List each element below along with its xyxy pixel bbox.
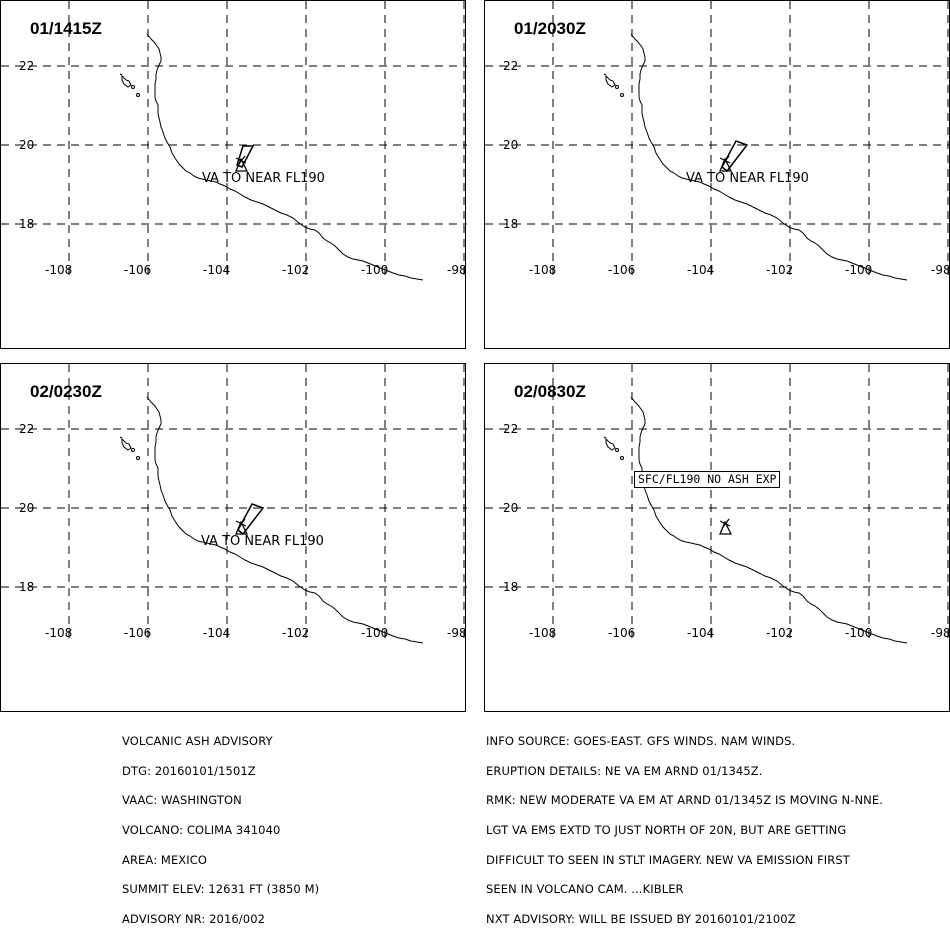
advisory-line: ADVISORY NR: 2016/002 <box>122 912 266 927</box>
advisory-line: SUMMIT ELEV: 12631 FT (3850 M) <box>122 882 320 897</box>
advisory-line: NXT ADVISORY: WILL BE ISSUED BY 20160101… <box>486 912 796 927</box>
island <box>119 436 123 439</box>
island <box>136 93 140 97</box>
lon-label--102: -102 <box>282 263 310 277</box>
volcano-symbol <box>719 155 731 165</box>
panel-3-time: 02/0230Z <box>30 382 102 401</box>
lat-label-22: 22 <box>19 59 35 73</box>
no-ash-box: SFC/FL190 NO ASH EXP <box>634 471 781 488</box>
map-panel-1: 01/1415Z 22 20 18 -108 -106 -104 -102 -1… <box>0 0 467 349</box>
lat-label-22: 22 <box>503 59 519 73</box>
advisory-line: AREA: MEXICO <box>122 852 208 867</box>
lon-label--108: -108 <box>45 626 73 640</box>
map-svg-3 <box>1 364 467 644</box>
map-svg-4 <box>485 364 950 644</box>
lon-label--100: -100 <box>361 263 389 277</box>
volcano-marker <box>719 520 733 535</box>
lon-label--98: -98 <box>447 263 467 277</box>
volcano-symbol <box>235 518 247 528</box>
lon-label--108: -108 <box>529 626 557 640</box>
lat-label-18: 18 <box>503 580 519 594</box>
lon-label--98: -98 <box>931 263 950 277</box>
advisory-line: INFO SOURCE: GOES-EAST. GFS WINDS. NAM W… <box>486 733 796 748</box>
island <box>620 93 624 97</box>
lon-label--104: -104 <box>687 626 715 640</box>
lat-label-18: 18 <box>19 217 35 231</box>
island <box>603 436 607 439</box>
volcano-symbol <box>235 155 247 165</box>
ash-label: VA TO NEAR FL190 <box>686 171 809 186</box>
island <box>121 437 132 451</box>
advisory-line: VAAC: WASHINGTON <box>122 793 242 808</box>
lat-label-20: 20 <box>19 138 35 152</box>
map-panel-2: 01/2030Z 22 20 18 -108 -106 -104 -102 -1… <box>484 0 950 349</box>
ash-label: VA TO NEAR FL190 <box>202 171 325 186</box>
island <box>605 437 616 451</box>
coastline <box>146 396 424 644</box>
lon-label--106: -106 <box>608 626 636 640</box>
advisory-line: RMK: NEW MODERATE VA EM AT ARND 01/1345Z… <box>486 793 883 808</box>
advisory-header-text: VOLCANIC ASH ADVISORY DTG: 20160101/1501… <box>122 717 319 935</box>
lon-label--102: -102 <box>766 626 794 640</box>
map-panel-3: 02/0230Z 22 20 18 -108 -106 -104 -102 -1… <box>0 363 467 712</box>
lon-label--100: -100 <box>845 626 873 640</box>
advisory-line: VOLCANO: COLIMA 341040 <box>122 822 281 837</box>
lon-label--106: -106 <box>124 263 152 277</box>
map-svg-2 <box>485 1 950 281</box>
lat-label-20: 20 <box>503 138 519 152</box>
panel-4-time: 02/0830Z <box>514 382 586 401</box>
ash-label: VA TO NEAR FL190 <box>201 534 324 549</box>
lon-label--102: -102 <box>282 626 310 640</box>
advisory-line: DTG: 20160101/1501Z <box>122 763 256 778</box>
lon-label--104: -104 <box>203 626 231 640</box>
panel-2-time: 01/2030Z <box>514 19 586 38</box>
lat-label-20: 20 <box>19 501 35 515</box>
island <box>615 448 619 452</box>
ash-cloud-polygon <box>721 140 749 173</box>
lon-label--106: -106 <box>608 263 636 277</box>
lat-label-20: 20 <box>503 501 519 515</box>
lon-label--102: -102 <box>766 263 794 277</box>
ash-cloud-polygon <box>236 145 255 168</box>
island <box>603 73 607 76</box>
island <box>136 456 140 460</box>
island <box>620 456 624 460</box>
island <box>615 85 619 89</box>
map-svg-1 <box>1 1 467 281</box>
lon-label--106: -106 <box>124 626 152 640</box>
lat-label-22: 22 <box>19 422 35 436</box>
island <box>131 85 135 89</box>
island <box>119 73 123 76</box>
advisory-line: VOLCANIC ASH ADVISORY <box>122 733 273 748</box>
lat-label-18: 18 <box>19 580 35 594</box>
advisory-line: LGT VA EMS EXTD TO JUST NORTH OF 20N, BU… <box>486 822 847 837</box>
lon-label--108: -108 <box>529 263 557 277</box>
advisory-line: ERUPTION DETAILS: NE VA EM ARND 01/1345Z… <box>486 763 763 778</box>
lon-label--104: -104 <box>203 263 231 277</box>
lon-label--100: -100 <box>845 263 873 277</box>
island <box>121 74 132 88</box>
panel-1-time: 01/1415Z <box>30 19 102 38</box>
advisory-line: SEEN IN VOLCANO CAM. ...KIBLER <box>486 882 684 897</box>
coastline <box>630 396 908 644</box>
island <box>131 448 135 452</box>
coastline <box>146 33 424 281</box>
advisory-remarks-text: INFO SOURCE: GOES-EAST. GFS WINDS. NAM W… <box>486 717 883 935</box>
lat-label-18: 18 <box>503 217 519 231</box>
ash-cloud-polygon <box>237 503 265 536</box>
volcano-symbol <box>719 518 731 528</box>
lon-label--100: -100 <box>361 626 389 640</box>
coastline <box>630 33 908 281</box>
advisory-line: DIFFICULT TO SEEN IN STLT IMAGERY. NEW V… <box>486 852 850 867</box>
lon-label--104: -104 <box>687 263 715 277</box>
lon-label--98: -98 <box>931 626 950 640</box>
island <box>605 74 616 88</box>
lon-label--98: -98 <box>447 626 467 640</box>
map-panel-4: 02/0830Z 22 20 18 -108 -106 -104 -102 -1… <box>484 363 950 712</box>
lon-label--108: -108 <box>45 263 73 277</box>
lat-label-22: 22 <box>503 422 519 436</box>
